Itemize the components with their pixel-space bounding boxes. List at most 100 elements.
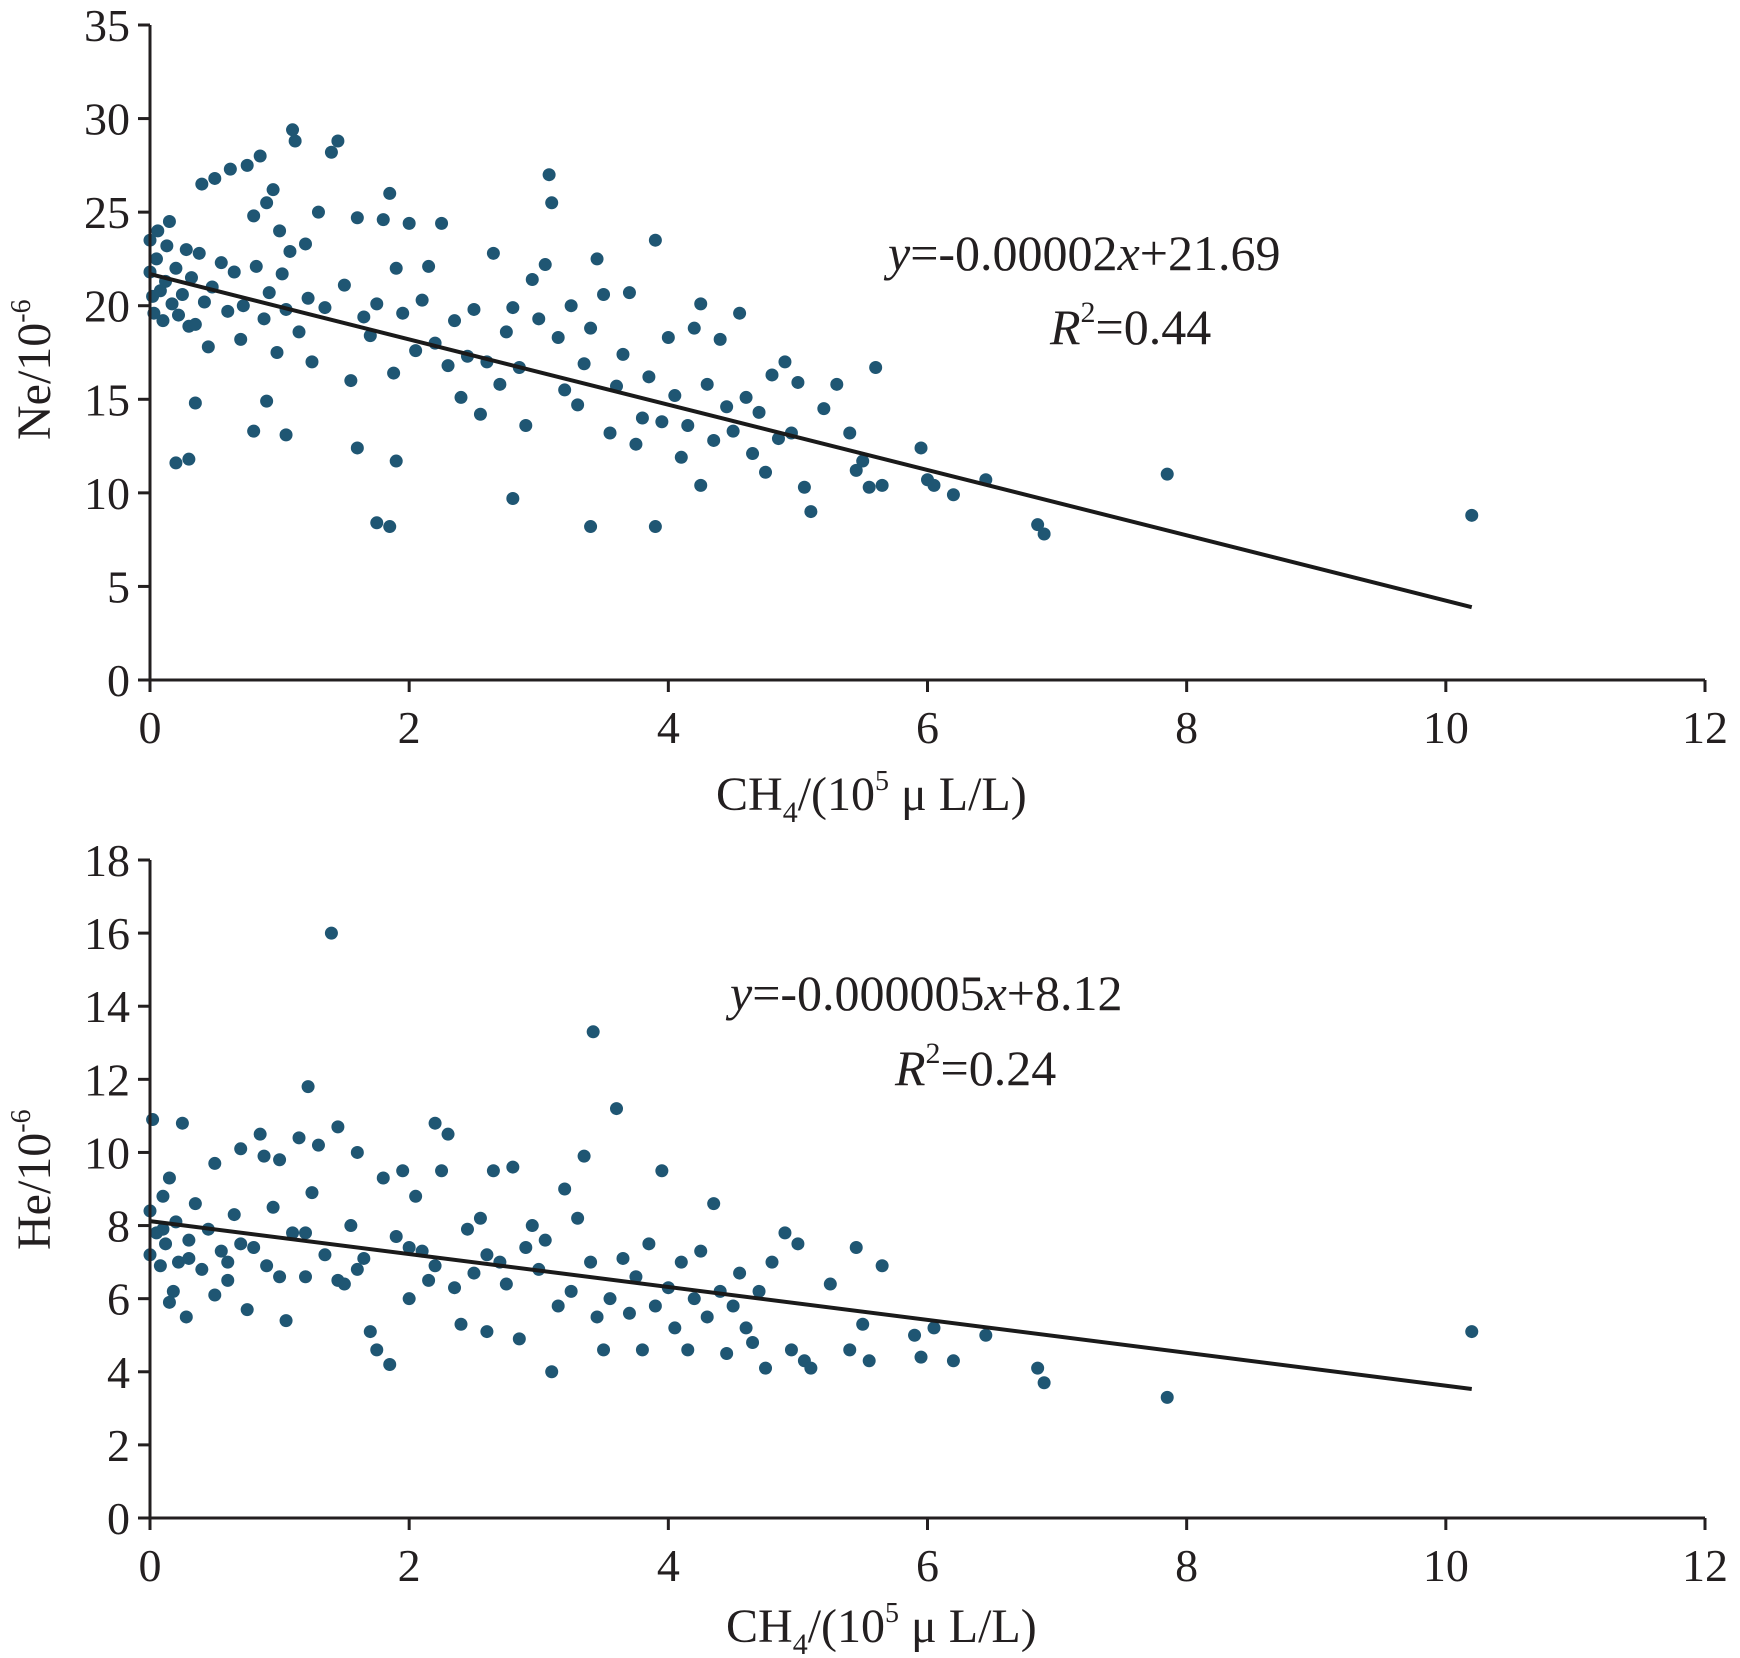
he-data-point (733, 1266, 747, 1280)
ne-regression-line (149, 272, 1473, 610)
he-scatter-chart: 0 2 4 6 8 10 12 14 16 18 0 2 4 6 8 10 12 He/10-6 CH4/(1… (6, 835, 1728, 1658)
he-x-tick-label: 12 (1682, 1540, 1728, 1591)
ne-data-point (506, 301, 520, 315)
he-data-point (409, 1189, 423, 1203)
he-data-point (344, 1219, 358, 1233)
he-data-point (506, 1160, 520, 1174)
he-data-point (350, 1262, 364, 1276)
he-data-point (862, 1354, 876, 1368)
he-data-point (1465, 1325, 1479, 1339)
he-x-ticks: 0 2 4 6 8 10 12 (139, 1518, 1728, 1591)
ne-data-point (590, 252, 604, 266)
ne-x-tick-label: 4 (657, 702, 680, 753)
ne-data-point (266, 183, 280, 197)
he-y-tick-label: 6 (107, 1274, 130, 1325)
he-data-point (179, 1310, 193, 1324)
ne-data-point (564, 299, 578, 313)
he-data-point (162, 1171, 176, 1185)
ne-data-point (1031, 518, 1045, 532)
ne-data-point (946, 488, 960, 502)
he-x-tick-label: 2 (398, 1540, 421, 1591)
ne-data-point (629, 437, 643, 451)
ne-data-point (402, 216, 416, 230)
ne-data-point (739, 390, 753, 404)
he-data-point (726, 1299, 740, 1313)
ne-x-tick-label: 2 (398, 702, 421, 753)
he-data-point (221, 1273, 235, 1287)
he-data-point (156, 1189, 170, 1203)
he-y-tick-label: 8 (107, 1201, 130, 1252)
ne-data-point (525, 273, 539, 287)
he-data-point (946, 1354, 960, 1368)
he-x-tick-label: 4 (657, 1540, 680, 1591)
ne-data-point (486, 246, 500, 260)
ne-data-point (337, 278, 351, 292)
ne-data-point (357, 310, 371, 324)
ne-data-point (370, 297, 384, 311)
he-data-point (558, 1182, 572, 1196)
he-data-point (257, 1149, 271, 1163)
ne-data-point (197, 295, 211, 309)
ne-data-point (435, 216, 449, 230)
he-data-point (286, 1226, 300, 1240)
he-data-point (1037, 1376, 1051, 1390)
ne-data-point (160, 239, 174, 253)
he-y-tick-label: 2 (107, 1420, 130, 1471)
ne-x-axis-title: CH4/(105 μ L/L) (716, 766, 1027, 829)
ne-data-point (383, 186, 397, 200)
ne-data-point (616, 347, 630, 361)
he-data-point (428, 1116, 442, 1130)
ne-data-point (869, 360, 883, 374)
ne-x-ticks: 0 2 4 6 8 10 12 (139, 680, 1728, 753)
ne-data-point (389, 454, 403, 468)
he-data-point (668, 1321, 682, 1335)
ne-data-point (642, 370, 656, 384)
ne-data-point (249, 259, 263, 273)
ne-data-point (270, 346, 284, 359)
ne-data-point (700, 377, 714, 391)
he-data-point (512, 1332, 526, 1346)
he-data-point (525, 1219, 539, 1233)
ne-data-point (635, 411, 649, 425)
ne-data-point (622, 286, 636, 300)
he-data-point (843, 1343, 857, 1357)
ne-data-point (603, 426, 617, 440)
ne-data-point (175, 287, 189, 301)
he-data-point (260, 1259, 274, 1273)
ne-data-point (558, 383, 572, 397)
ne-data-point (260, 394, 274, 408)
ne-data-point (184, 271, 198, 285)
he-x-tick-label: 0 (139, 1540, 162, 1591)
he-data-point (357, 1251, 371, 1265)
ne-y-tick-label: 35 (84, 0, 130, 51)
ne-data-point (791, 375, 805, 389)
ne-data-point (778, 355, 792, 369)
he-data-point (823, 1277, 837, 1291)
he-data-point (545, 1365, 559, 1379)
he-data-point (635, 1343, 649, 1357)
he-y-tick-label: 14 (84, 981, 130, 1032)
ne-data-point (448, 314, 462, 328)
ne-data-point (288, 134, 302, 148)
he-data-point (441, 1127, 455, 1141)
ne-data-point (370, 516, 384, 530)
ne-data-point (387, 366, 401, 380)
ne-y-tick-label: 10 (84, 468, 130, 519)
he-data-point (331, 1273, 345, 1287)
ne-data-point (236, 299, 250, 313)
ne-data-point (927, 478, 941, 492)
he-data-point (480, 1325, 494, 1339)
ne-data-point (674, 450, 688, 464)
he-data-point (577, 1149, 591, 1163)
he-data-point (616, 1251, 630, 1265)
he-data-point (172, 1255, 186, 1269)
ne-data-point (694, 478, 708, 492)
ne-data-point (422, 259, 436, 273)
ne-data-point (571, 398, 585, 412)
he-data-point (564, 1284, 578, 1298)
he-y-tick-label: 0 (107, 1493, 130, 1544)
ne-data-point (454, 390, 468, 404)
ne-x-tick-label: 6 (916, 702, 939, 753)
he-data-point (324, 926, 338, 940)
he-data-point (473, 1211, 487, 1225)
